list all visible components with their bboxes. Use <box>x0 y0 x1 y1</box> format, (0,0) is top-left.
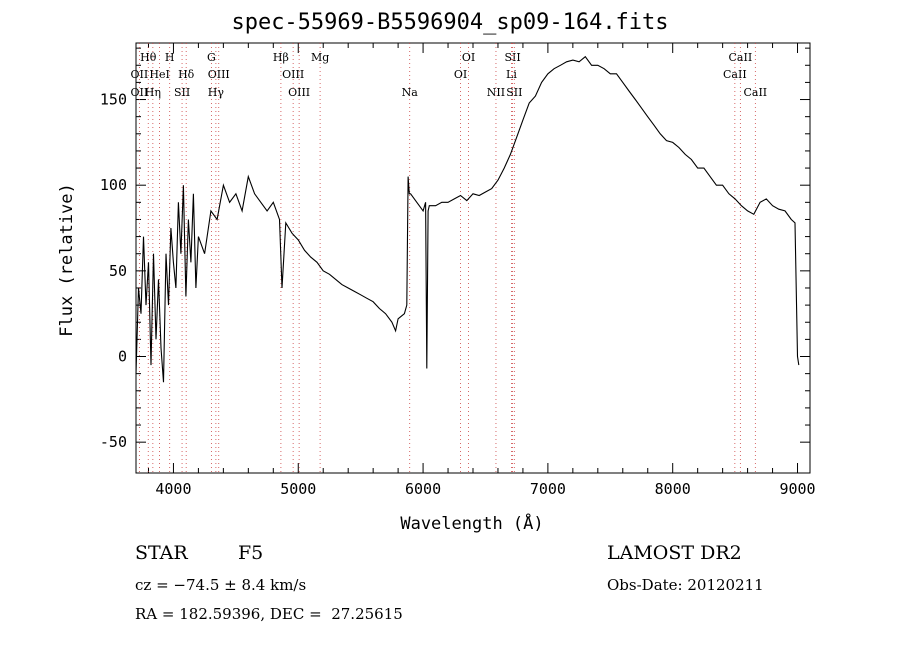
object-type: STAR <box>135 542 188 564</box>
obs-date: Obs-Date: 20120211 <box>607 576 764 594</box>
line-label: SII <box>506 86 522 99</box>
chart-title: spec-55969-B5596904_sp09-164.fits <box>231 10 669 35</box>
plot-frame <box>135 42 811 474</box>
x-tick-label: 4000 <box>155 480 191 498</box>
x-tick-label: 8000 <box>655 480 691 498</box>
y-tick-label: 0 <box>118 348 127 366</box>
line-label: Hη <box>145 86 161 99</box>
line-label: Na <box>402 86 419 99</box>
y-tick-label: -50 <box>100 433 127 451</box>
line-label: Hγ <box>208 86 225 99</box>
x-tick-label: 5000 <box>280 480 316 498</box>
line-label: OII <box>131 86 149 99</box>
line-label: OIII <box>208 68 230 81</box>
line-label: OIII <box>288 86 310 99</box>
x-axis-label: Wavelength (Å) <box>400 512 543 534</box>
flux-curve <box>135 55 800 383</box>
line-label: HeI <box>149 68 169 81</box>
line-label: Mg <box>311 51 329 64</box>
y-axis-label: Flux (relative) <box>57 183 77 337</box>
axes: 4000 5000 6000 7000 8000 9000 -50 0 50 100 150 <box>100 42 816 498</box>
line-label: Li <box>506 68 517 81</box>
line-label: CaII <box>729 51 753 64</box>
line-label: OII <box>131 68 149 81</box>
spectral-line-markers: Hθ H G Hβ Mg OI SII CaII OII HeI Hδ OIII OIII OI Li CaI… <box>131 43 767 473</box>
line-label: SII <box>504 51 520 64</box>
spectral-class: F5 <box>238 542 264 564</box>
line-label: OI <box>454 68 467 81</box>
coordinates: RA = 182.59396, DEC = 27.25615 <box>135 605 403 623</box>
redshift-cz: cz = −74.5 ± 8.4 km/s <box>135 576 307 594</box>
y-tick-label: 150 <box>100 91 127 109</box>
line-label: H <box>165 51 175 64</box>
line-label: Hθ <box>140 51 157 64</box>
y-tick-label: 50 <box>109 262 127 280</box>
line-label: CaII <box>743 86 767 99</box>
survey-name: LAMOST DR2 <box>607 542 742 564</box>
line-label: OIII <box>282 68 304 81</box>
x-tick-label: 6000 <box>405 480 441 498</box>
x-tick-label: 9000 <box>779 480 815 498</box>
line-label: Hδ <box>178 68 195 81</box>
line-label: CaII <box>723 68 747 81</box>
x-tick-label: 7000 <box>530 480 566 498</box>
line-label: Hβ <box>273 51 289 64</box>
line-label: SII <box>174 86 190 99</box>
spectrum-series <box>135 55 800 383</box>
line-label: G <box>207 51 216 64</box>
line-label: OI <box>462 51 475 64</box>
line-label: NII <box>487 86 505 99</box>
y-tick-label: 100 <box>100 176 127 194</box>
